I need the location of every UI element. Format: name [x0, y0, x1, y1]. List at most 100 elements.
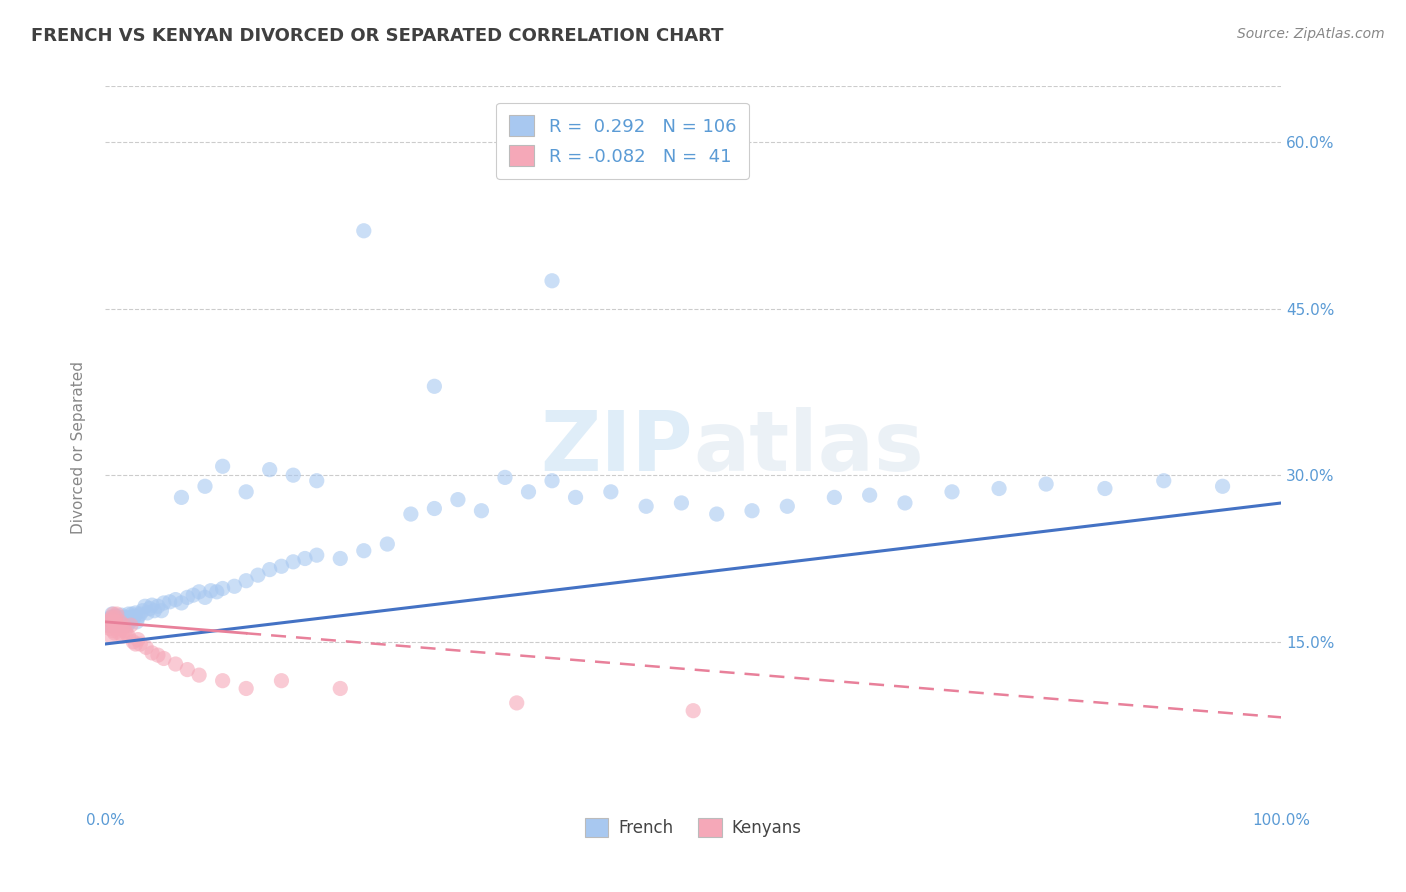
Point [170, 596, 193, 610]
Point [129, 637, 152, 651]
Point [96, 618, 118, 632]
Point [353, 543, 375, 558]
Point [823, 491, 845, 505]
Point [941, 484, 963, 499]
Point [259, 563, 281, 577]
Point [165, 657, 187, 671]
Point [124, 609, 146, 624]
Point [115, 626, 138, 640]
Point [741, 504, 763, 518]
Point [124, 637, 146, 651]
Point [246, 568, 269, 582]
Point [205, 584, 228, 599]
Point [117, 618, 139, 632]
Point [105, 622, 128, 636]
Point [235, 574, 257, 588]
Point [104, 613, 127, 627]
Point [636, 500, 658, 514]
Point [353, 224, 375, 238]
Point [107, 614, 129, 628]
Point [120, 610, 142, 624]
Point [447, 492, 470, 507]
Point [165, 592, 187, 607]
Point [111, 629, 134, 643]
Point [100, 629, 122, 643]
Point [111, 618, 134, 632]
Point [1153, 474, 1175, 488]
Point [170, 491, 193, 505]
Point [107, 618, 129, 632]
Point [599, 484, 621, 499]
Point [494, 470, 516, 484]
Point [114, 614, 136, 628]
Point [127, 610, 149, 624]
Point [110, 613, 132, 627]
Point [101, 607, 124, 621]
Text: Source: ZipAtlas.com: Source: ZipAtlas.com [1237, 27, 1385, 41]
Point [224, 579, 246, 593]
Point [283, 468, 305, 483]
Point [329, 681, 352, 696]
Point [134, 599, 156, 614]
Legend: French, Kenyans: French, Kenyans [578, 811, 808, 844]
Point [159, 595, 181, 609]
Point [105, 607, 128, 621]
Point [1212, 479, 1234, 493]
Point [283, 555, 305, 569]
Point [100, 618, 122, 632]
Point [103, 624, 125, 638]
Point [305, 474, 328, 488]
Point [115, 615, 138, 629]
Point [98, 615, 121, 629]
Point [98, 622, 121, 636]
Point [1094, 482, 1116, 496]
Text: ZIP: ZIP [541, 407, 693, 488]
Point [294, 551, 316, 566]
Text: FRENCH VS KENYAN DIVORCED OR SEPARATED CORRELATION CHART: FRENCH VS KENYAN DIVORCED OR SEPARATED C… [31, 27, 724, 45]
Point [776, 500, 799, 514]
Point [103, 609, 125, 624]
Point [188, 668, 211, 682]
Point [129, 607, 152, 621]
Point [97, 615, 120, 629]
Point [110, 622, 132, 636]
Text: atlas: atlas [693, 407, 924, 488]
Point [111, 615, 134, 629]
Point [143, 604, 166, 618]
Point [103, 618, 125, 632]
Point [541, 474, 564, 488]
Point [138, 601, 160, 615]
Point [153, 651, 176, 665]
Point [105, 609, 128, 624]
Point [259, 462, 281, 476]
Point [506, 696, 529, 710]
Point [305, 548, 328, 562]
Point [110, 608, 132, 623]
Point [270, 673, 292, 688]
Point [859, 488, 882, 502]
Point [103, 614, 125, 628]
Point [103, 607, 125, 621]
Point [146, 648, 169, 662]
Point [117, 607, 139, 621]
Point [194, 479, 217, 493]
Point [103, 615, 125, 629]
Point [894, 496, 917, 510]
Point [110, 618, 132, 632]
Point [117, 613, 139, 627]
Point [176, 663, 198, 677]
Point [399, 507, 422, 521]
Point [124, 606, 146, 620]
Point [988, 482, 1011, 496]
Point [103, 626, 125, 640]
Point [104, 618, 127, 632]
Point [176, 591, 198, 605]
Point [117, 629, 139, 643]
Point [110, 615, 132, 629]
Y-axis label: Divorced or Separated: Divorced or Separated [72, 361, 86, 534]
Point [120, 618, 142, 632]
Point [121, 607, 143, 621]
Point [141, 598, 163, 612]
Point [101, 610, 124, 624]
Point [101, 617, 124, 632]
